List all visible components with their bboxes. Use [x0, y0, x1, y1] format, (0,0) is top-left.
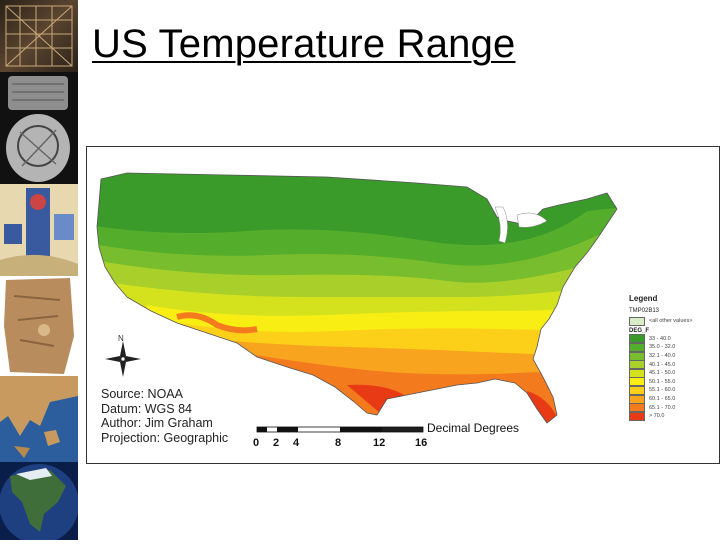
scale-tick-0: 0 [253, 437, 260, 449]
scale-tick-8: 8 [335, 437, 342, 449]
legend-class-row: 50.1 - 55.0 [629, 377, 717, 387]
legend-class-swatch [629, 351, 645, 361]
legend-layer-name: TMP02B13 [629, 308, 660, 314]
legend-class-label: 50.1 - 55.0 [649, 378, 676, 385]
grid-map-drawing [5, 5, 73, 67]
legend-class-label: > 70.0 [649, 413, 665, 420]
lake-michigan [494, 206, 508, 244]
scale-tick-2: 2 [273, 437, 280, 449]
band-hottest [347, 384, 557, 423]
legend-class-swatch [629, 342, 645, 352]
greece-map-image [0, 376, 78, 463]
sidebar-image-strip [0, 0, 79, 544]
compass-rose-icon [105, 341, 141, 377]
legend-class-row: > 70.0 [629, 411, 717, 421]
stone-map-image [0, 276, 78, 377]
legend-class-row: 65.1 - 70.0 [629, 403, 717, 413]
legend-title: Legend [629, 294, 658, 303]
map-credits: Source: NOAA Datum: WGS 84 Author: Jim G… [101, 387, 251, 445]
legend-class-list: 33 - 40.0 35.0 - 32.0 32.1 - 40.0 40.1 - 45… [629, 334, 717, 421]
credit-datum: Datum: WGS 84 [101, 401, 192, 416]
lake-huron [516, 212, 548, 228]
legend-class-label: 32.1 - 40.0 [649, 353, 676, 360]
temperature-map: N Source: NOAA Datum: WGS 84 Author: Jim… [86, 146, 720, 464]
legend-class-label: 33 - 40.0 [649, 335, 671, 342]
legend-nodata-label: <all other values> [649, 318, 693, 325]
legend-class-swatch [629, 403, 645, 413]
legend-class-row: 33 - 40.0 [629, 334, 717, 344]
legend-class-row: 60.1 - 65.0 [629, 394, 717, 404]
us-temperature-map-graphic [96, 172, 618, 433]
legend-class-label: 60.1 - 65.0 [649, 396, 676, 403]
legend-class-row: 55.1 - 60.0 [629, 385, 717, 395]
north-america-satellite-image [0, 462, 79, 544]
stone-drawing [4, 278, 74, 374]
legend-class-swatch [629, 368, 645, 378]
legend-class-swatch [629, 394, 645, 404]
legend-class-row: 35.0 - 32.0 [629, 342, 717, 352]
legend-class-swatch [629, 334, 645, 344]
legend-class-label: 65.1 - 70.0 [649, 404, 676, 411]
north-label: N [118, 334, 124, 343]
legend-class-swatch [629, 360, 645, 370]
tablet-drawing [6, 76, 70, 182]
legend-class-swatch [629, 377, 645, 387]
legend-class-label: 40.1 - 45.0 [649, 361, 676, 368]
slide-title: US Temperature Range [92, 22, 516, 66]
scale-tick-4: 4 [293, 437, 300, 449]
legend-nodata-row: <all other values> [629, 316, 717, 326]
legend-field-name: DEG_F [629, 327, 650, 334]
clay-tablet-map-image [0, 72, 78, 185]
medieval-drawing [0, 188, 78, 276]
legend-class-swatch [629, 385, 645, 395]
legend-class-label: 35.0 - 32.0 [649, 344, 676, 351]
legend-class-label: 45.1 - 50.0 [649, 370, 676, 377]
greece-drawing [0, 376, 78, 458]
scale-bar [256, 426, 424, 433]
legend-class-swatch [629, 411, 645, 421]
scale-tick-16: 16 [415, 437, 428, 449]
legend-class-label: 55.1 - 60.0 [649, 387, 676, 394]
satellite-drawing [0, 464, 79, 544]
legend-nodata-swatch [629, 316, 645, 326]
credit-projection: Projection: Geographic [101, 430, 229, 445]
credit-source: Source: NOAA [101, 387, 183, 401]
legend-class-row: 32.1 - 40.0 [629, 351, 717, 361]
scale-tick-12: 12 [373, 437, 386, 449]
desert-hot-zone [176, 312, 258, 334]
medieval-map-image [0, 184, 78, 277]
legend-class-row: 40.1 - 45.0 [629, 360, 717, 370]
legend-class-row: 45.1 - 50.0 [629, 368, 717, 378]
map-legend: Legend TMP02B13 <all other values> DEG_F… [629, 294, 717, 421]
credit-author: Author: Jim Graham [101, 416, 213, 430]
scale-units: Decimal Degrees [427, 421, 520, 435]
ancient-grid-map-image [0, 0, 78, 73]
scale-tick-labels: 0 2 4 8 12 16 [247, 437, 547, 451]
